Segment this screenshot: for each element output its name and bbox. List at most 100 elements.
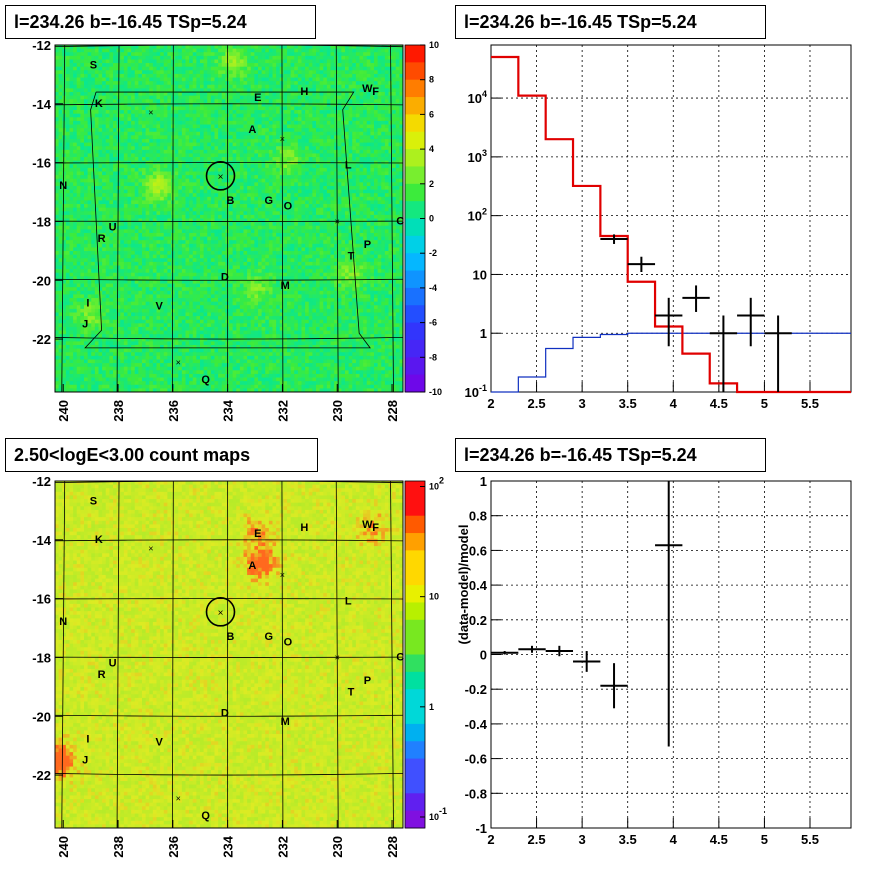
residuals-title: l=234.26 b=-16.45 TSp=5.24 [455, 438, 766, 472]
x-tick-label: 3.5 [619, 832, 637, 847]
x-tick-label: 3 [579, 396, 586, 411]
x-tick-label: 3 [579, 832, 586, 847]
colorbar [404, 480, 426, 829]
y-tick-label: 10-1 [465, 383, 487, 400]
source-label: Q [201, 810, 210, 822]
colorbar-tick-label: -2 [429, 248, 437, 258]
source-label: M [281, 280, 290, 292]
y-tick-label: 0.6 [469, 543, 487, 558]
grid-line-l [281, 480, 284, 829]
x-tick-label: 230 [330, 400, 345, 422]
grid-line-l [335, 480, 339, 829]
y-tick-label: -18 [32, 214, 51, 229]
source-cross: × [335, 652, 340, 662]
y-tick-label: 1 [480, 474, 487, 489]
colorbar-tick-label: 2 [429, 179, 434, 189]
x-tick-label: 4 [670, 396, 678, 411]
source-circle [205, 597, 236, 627]
source-label: L [345, 596, 352, 608]
x-tick-label: 240 [56, 400, 71, 422]
source-label: L [345, 160, 352, 172]
x-tick-label: 5.5 [801, 832, 819, 847]
source-label: R [98, 669, 106, 681]
plot-frame [490, 44, 852, 393]
source-cross: × [280, 134, 285, 144]
source-label: S [90, 60, 97, 72]
x-tick-label: 2 [487, 832, 494, 847]
source-label: T [348, 687, 355, 699]
y-tick-label: 104 [468, 89, 487, 106]
x-tick-label: 232 [275, 400, 290, 422]
x-tick-label: 2 [487, 396, 494, 411]
y-tick-label: -22 [32, 768, 51, 783]
grid-line-l [61, 44, 66, 393]
colorbar-tick-label: -10 [429, 387, 442, 397]
source-label: E [254, 92, 261, 104]
colorbar-tick-label: -4 [429, 283, 437, 293]
colorbar-tick-label: 1 [429, 702, 434, 712]
grid-line-b [54, 278, 404, 281]
y-tick-label: -14 [32, 97, 52, 112]
y-tick-label: 1 [480, 326, 487, 341]
roi-outline [84, 91, 371, 349]
x-tick-label: 4 [670, 832, 678, 847]
source-label: G [264, 631, 273, 643]
map-frame [54, 44, 404, 393]
y-tick-label: -0.8 [465, 786, 487, 801]
y-tick-label: 10 [473, 267, 487, 282]
source-cross: × [335, 216, 340, 226]
colorbar-tick-label: 102 [429, 476, 444, 492]
source-label: U [109, 657, 117, 669]
x-tick-label: 240 [56, 836, 71, 858]
x-tick-label: 238 [111, 400, 126, 422]
source-label: J [82, 754, 88, 766]
grid-line-b [54, 103, 404, 106]
y-axis-label: (data-model)/model [456, 525, 471, 645]
x-tick-label: 3.5 [619, 396, 637, 411]
model-source-line [491, 332, 851, 393]
source-label: H [300, 522, 308, 534]
map-frame [54, 480, 404, 829]
x-tick-label: 5 [761, 832, 768, 847]
y-tick-label: -22 [32, 332, 51, 347]
x-tick-label: 232 [275, 836, 290, 858]
source-label: I [86, 734, 89, 746]
source-label: G [264, 195, 273, 207]
source-label: M [281, 716, 290, 728]
grid-line-l [116, 44, 120, 393]
x-tick-label: 2.5 [528, 832, 546, 847]
x-tick-label: 228 [385, 836, 400, 858]
source-label: B [226, 631, 234, 643]
x-tick-label: 236 [166, 836, 181, 858]
source-label: T [348, 251, 355, 263]
colorbar-tick-label: 8 [429, 75, 434, 85]
countmap-title: 2.50<logE<3.00 count maps [5, 438, 318, 472]
y-tick-label: 0.4 [469, 578, 488, 593]
spectrum-title: l=234.26 b=-16.45 TSp=5.24 [455, 5, 766, 39]
source-circle [205, 161, 236, 191]
residuals-chart: 2 2.5 3 3.5 4 4.5 5 5.5 1 0.8 0.6 0.4 0.2 0 -0.2 -0.4 -0… [456, 474, 852, 847]
source-label: B [226, 195, 234, 207]
colorbar-tick-label: 10 [429, 592, 439, 602]
source-label: V [155, 737, 163, 749]
y-tick-label: -18 [32, 650, 51, 665]
grid-line-l [390, 480, 394, 829]
source-cross: × [280, 570, 285, 580]
x-tick-label: 4.5 [710, 396, 728, 411]
source-cross: × [148, 544, 153, 554]
y-tick-label: -20 [32, 273, 51, 288]
source-label: Q [201, 374, 210, 386]
source-label: D [221, 271, 229, 283]
grid-line-b [54, 336, 404, 340]
y-tick-label: -16 [32, 592, 51, 607]
source-label: J [82, 318, 88, 330]
y-tick-label: -0.4 [465, 717, 488, 732]
y-tick-label: 103 [468, 148, 487, 165]
grid-line-l [390, 44, 394, 393]
source-label: O [284, 637, 293, 649]
grid-line-b [54, 714, 404, 717]
source-label: E [254, 528, 261, 540]
y-tick-label: -12 [32, 38, 51, 53]
source-label: O [284, 201, 293, 213]
